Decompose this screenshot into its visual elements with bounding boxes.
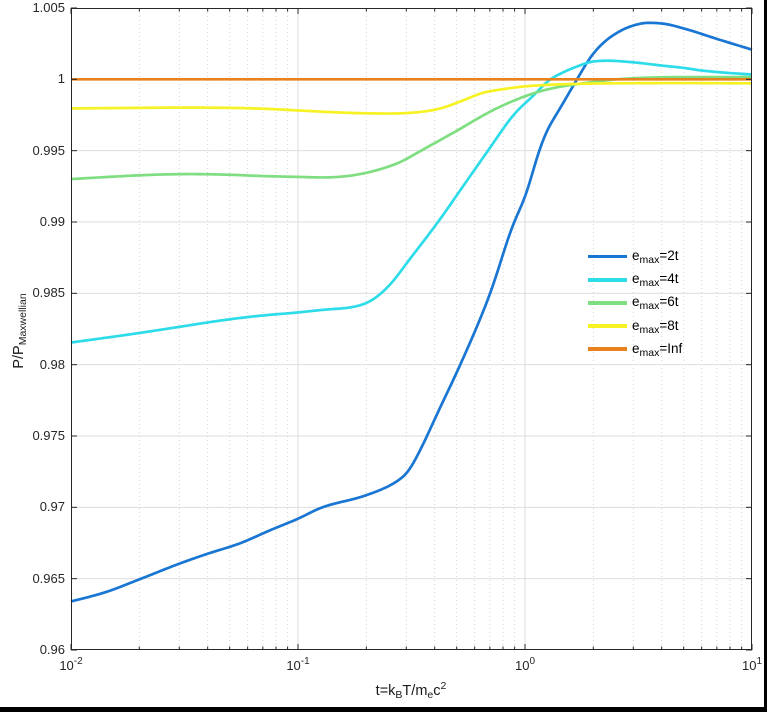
y-axis-label: P/PMaxwellian — [11, 293, 29, 369]
subscript: max — [639, 346, 660, 359]
window-edge-right — [763, 0, 767, 712]
y-tick-label-0.97: 0.97 — [39, 499, 65, 515]
tick-exponent: 0 — [529, 656, 536, 667]
subscript: max — [639, 254, 660, 267]
legend-row-e-max-6t: emax=6t — [588, 294, 679, 312]
x-tick-label-10e0: 100 — [489, 656, 561, 676]
y-tick-label-0.99: 0.99 — [39, 214, 65, 229]
tick-base: 10 — [59, 658, 74, 673]
text-run: =Inf — [659, 340, 683, 356]
text-run: =2t — [659, 248, 679, 264]
text-run: =8t — [659, 317, 679, 333]
text-run: e — [632, 340, 640, 356]
legend-line-swatch — [588, 301, 627, 305]
y-tick-label-1: 1 — [57, 71, 65, 87]
legend-line-swatch — [588, 254, 627, 259]
text-run: e — [632, 294, 640, 310]
text-run: =6t — [659, 294, 679, 310]
text-run: t=k — [375, 683, 396, 699]
axis-box — [71, 8, 752, 650]
legend-line-swatch — [588, 347, 627, 351]
y-tick-label-0.96: 0.96 — [39, 642, 65, 657]
tick-exponent: -1 — [300, 656, 310, 667]
x-axis-label: t=kBT/mec2 — [375, 680, 447, 701]
legend-label: emax=8t — [632, 317, 679, 336]
text-run: e — [632, 317, 640, 333]
subscript: Maxwellian — [17, 293, 29, 346]
tick-exponent: 1 — [756, 656, 763, 667]
text-run: c — [433, 683, 441, 699]
x-tick-label-10e-2: 10-2 — [35, 656, 107, 676]
tick-base: 10 — [741, 658, 757, 673]
tick-exponent: -2 — [73, 656, 83, 667]
subscript: max — [639, 323, 660, 336]
text-run: e — [632, 271, 640, 287]
y-tick-label-1.005: 1.005 — [32, 0, 65, 15]
tick-base: 10 — [514, 658, 530, 673]
y-tick-label-0.975: 0.975 — [32, 428, 65, 443]
curve-e-max-8t — [70, 81, 753, 115]
text-run: P/P — [11, 345, 27, 369]
y-tick-label-0.985: 0.985 — [32, 285, 65, 301]
legend-line-swatch — [588, 324, 627, 328]
subscript: B — [395, 689, 403, 701]
y-tick-label-0.965: 0.965 — [32, 570, 65, 586]
text-run: =4t — [659, 271, 679, 287]
curve-e-max-2t — [70, 21, 753, 603]
legend-line-swatch — [588, 278, 627, 282]
window-edge-bottom — [0, 706, 767, 712]
legend-row-e-max-2t: emax=2t — [588, 248, 679, 266]
legend-row-e-max-inf: emax=Inf — [588, 340, 682, 359]
subscript: max — [639, 277, 660, 290]
legend-row-e-max-4t: emax=4t — [588, 271, 679, 289]
subscript: max — [639, 300, 660, 313]
text-run: T/m — [402, 683, 428, 699]
tick-base: 10 — [286, 658, 301, 673]
superscript: 2 — [440, 680, 447, 692]
legend-label: emax=6t — [632, 293, 679, 312]
x-tick-label-10e1: 101 — [716, 656, 767, 676]
x-tick-label-10e-1: 10-1 — [262, 656, 334, 676]
subscript: e — [427, 689, 434, 701]
y-tick-label-0.98: 0.98 — [39, 356, 65, 372]
curve-e-max-4t — [70, 59, 753, 344]
legend-row-e-max-8t: emax=8t — [588, 317, 679, 336]
legend-label: emax=2t — [632, 247, 679, 266]
text-run: e — [632, 248, 640, 264]
y-tick-label-0.995: 0.995 — [32, 142, 65, 158]
legend-label: emax=4t — [632, 270, 679, 289]
legend-label: emax=Inf — [632, 340, 682, 359]
curve-e-max-6t — [70, 75, 753, 181]
